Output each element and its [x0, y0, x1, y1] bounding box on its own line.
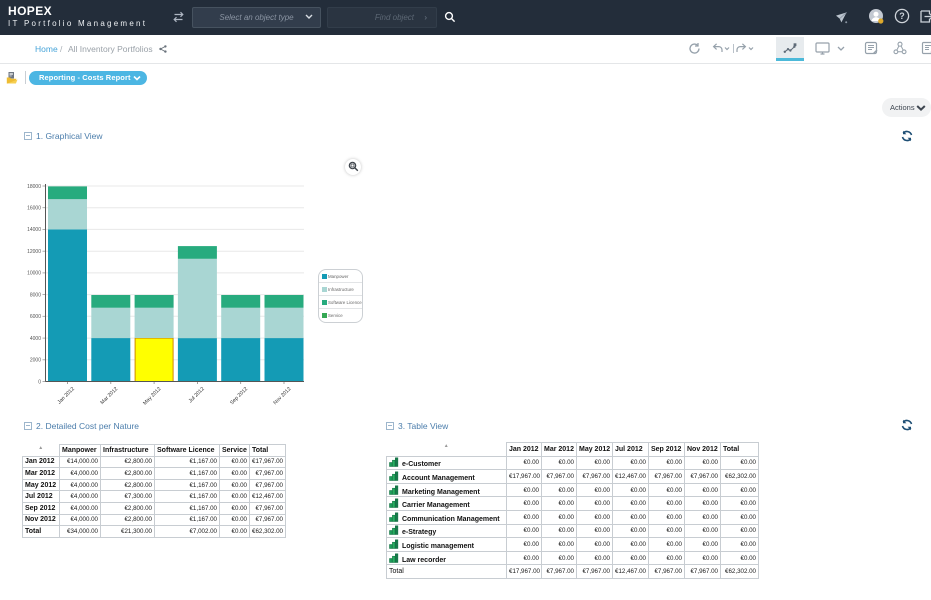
- svg-text:6000: 6000: [30, 314, 41, 320]
- svg-text:10000: 10000: [27, 271, 41, 277]
- svg-text:Jul 2012: Jul 2012: [188, 386, 206, 404]
- svg-text:Sep 2012: Sep 2012: [229, 386, 249, 406]
- svg-text:Jan 2012: Jan 2012: [57, 386, 76, 405]
- svg-text:8000: 8000: [30, 292, 41, 298]
- svg-text:16000: 16000: [27, 206, 41, 212]
- svg-text:Nov 2012: Nov 2012: [272, 386, 292, 406]
- svg-text:Mar 2012: Mar 2012: [99, 386, 119, 406]
- svg-text:12000: 12000: [27, 249, 41, 255]
- svg-text:4000: 4000: [30, 336, 41, 342]
- svg-text:?: ?: [899, 11, 905, 21]
- svg-text:14000: 14000: [27, 227, 41, 233]
- svg-text:0: 0: [38, 379, 41, 385]
- svg-text:2000: 2000: [30, 358, 41, 364]
- svg-text:May 2012: May 2012: [142, 386, 162, 406]
- svg-text:18000: 18000: [27, 184, 41, 190]
